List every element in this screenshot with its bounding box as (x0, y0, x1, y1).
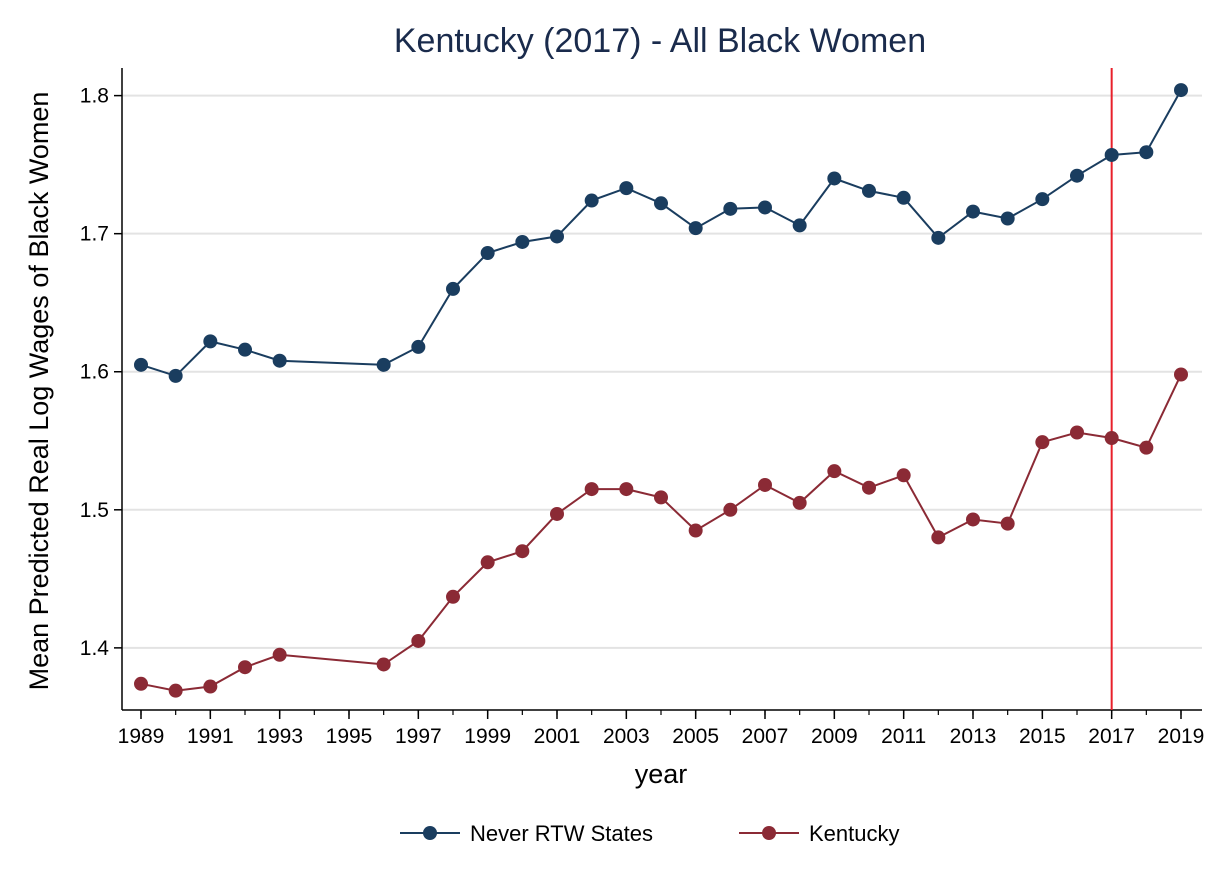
data-point (723, 502, 738, 517)
data-point (1000, 516, 1015, 531)
data-point (688, 221, 703, 236)
data-point (272, 353, 287, 368)
data-point (168, 368, 183, 383)
x-tick-label: 1997 (395, 725, 442, 748)
y-tick-label: 1.6 (80, 361, 109, 384)
data-point (966, 512, 980, 527)
x-tick-label: 2019 (1158, 725, 1205, 748)
data-point (480, 555, 495, 570)
data-point (1174, 367, 1188, 382)
series-group (134, 83, 1188, 698)
data-point (272, 647, 287, 662)
x-tick-label: 1989 (118, 725, 165, 748)
x-tick-label: 1991 (187, 725, 234, 748)
x-tick-label: 2013 (950, 725, 997, 748)
data-point (688, 523, 703, 538)
data-point (1139, 145, 1154, 160)
data-point (827, 171, 842, 186)
data-point (1070, 168, 1084, 183)
data-point (376, 657, 391, 672)
x-tick-label: 2017 (1088, 725, 1135, 748)
data-point (862, 183, 876, 198)
x-tick-label: 1993 (256, 725, 303, 748)
data-point (1000, 211, 1015, 226)
data-point (758, 200, 772, 215)
data-point (619, 482, 634, 497)
legend: Never RTW States Kentucky (400, 821, 900, 846)
legend-marker-1 (762, 826, 776, 840)
data-point (446, 281, 460, 296)
data-point (584, 193, 599, 208)
data-point (792, 218, 807, 233)
data-point (550, 506, 564, 521)
x-tick-label: 2009 (811, 725, 858, 748)
data-point (1070, 425, 1084, 440)
data-point (896, 190, 911, 205)
chart-title: Kentucky (2017) - All Black Women (394, 22, 926, 60)
data-point (1174, 83, 1188, 98)
y-tick-label: 1.8 (80, 85, 109, 108)
data-point (966, 204, 980, 219)
x-tick-label: 1999 (464, 725, 511, 748)
x-tick-label: 2015 (1019, 725, 1066, 748)
y-axis-label: Mean Predicted Real Log Wages of Black W… (24, 92, 54, 691)
x-tick-label: 2003 (603, 725, 650, 748)
data-point (827, 464, 842, 479)
x-axis-label: year (635, 759, 688, 789)
legend-label-1: Kentucky (809, 821, 900, 846)
y-tick-label: 1.5 (80, 499, 109, 522)
data-point (584, 482, 599, 497)
data-point (134, 357, 148, 372)
x-tick-label: 2005 (672, 725, 719, 748)
data-point (1035, 435, 1050, 450)
x-tick-label: 2007 (742, 725, 789, 748)
data-point (654, 196, 668, 211)
data-point (931, 530, 946, 545)
gridlines (122, 94, 1202, 649)
data-point (480, 246, 495, 261)
data-point (203, 334, 218, 349)
data-point (411, 339, 426, 354)
y-tick-label: 1.7 (80, 223, 109, 246)
data-point (654, 490, 668, 505)
data-point (1139, 440, 1154, 455)
data-point (1104, 147, 1119, 162)
data-point (1035, 192, 1050, 207)
legend-marker-0 (423, 826, 437, 840)
data-point (376, 357, 391, 372)
x-tick-label: 2001 (534, 725, 581, 748)
data-point (446, 589, 460, 604)
axes: 1.4 1.5 1.6 1.7 1.8 1989 1991 1993 1995 1997 1999 2… (80, 68, 1205, 748)
data-point (515, 234, 530, 249)
data-point (134, 676, 148, 691)
data-point (550, 229, 564, 244)
data-point (515, 544, 530, 559)
y-tick-label: 1.4 (80, 637, 110, 660)
data-point (238, 342, 252, 357)
legend-label-0: Never RTW States (470, 821, 653, 846)
data-point (1104, 431, 1119, 446)
x-tick-label: 1995 (326, 725, 373, 748)
data-point (619, 181, 634, 196)
data-point (203, 679, 218, 694)
data-point (168, 683, 183, 698)
data-point (411, 633, 426, 648)
data-point (862, 480, 876, 495)
data-point (723, 201, 738, 216)
x-tick-label: 2011 (881, 725, 926, 748)
data-point (792, 495, 807, 510)
data-point (238, 660, 252, 675)
data-point (931, 230, 946, 245)
data-point (896, 468, 911, 483)
data-point (758, 477, 772, 492)
